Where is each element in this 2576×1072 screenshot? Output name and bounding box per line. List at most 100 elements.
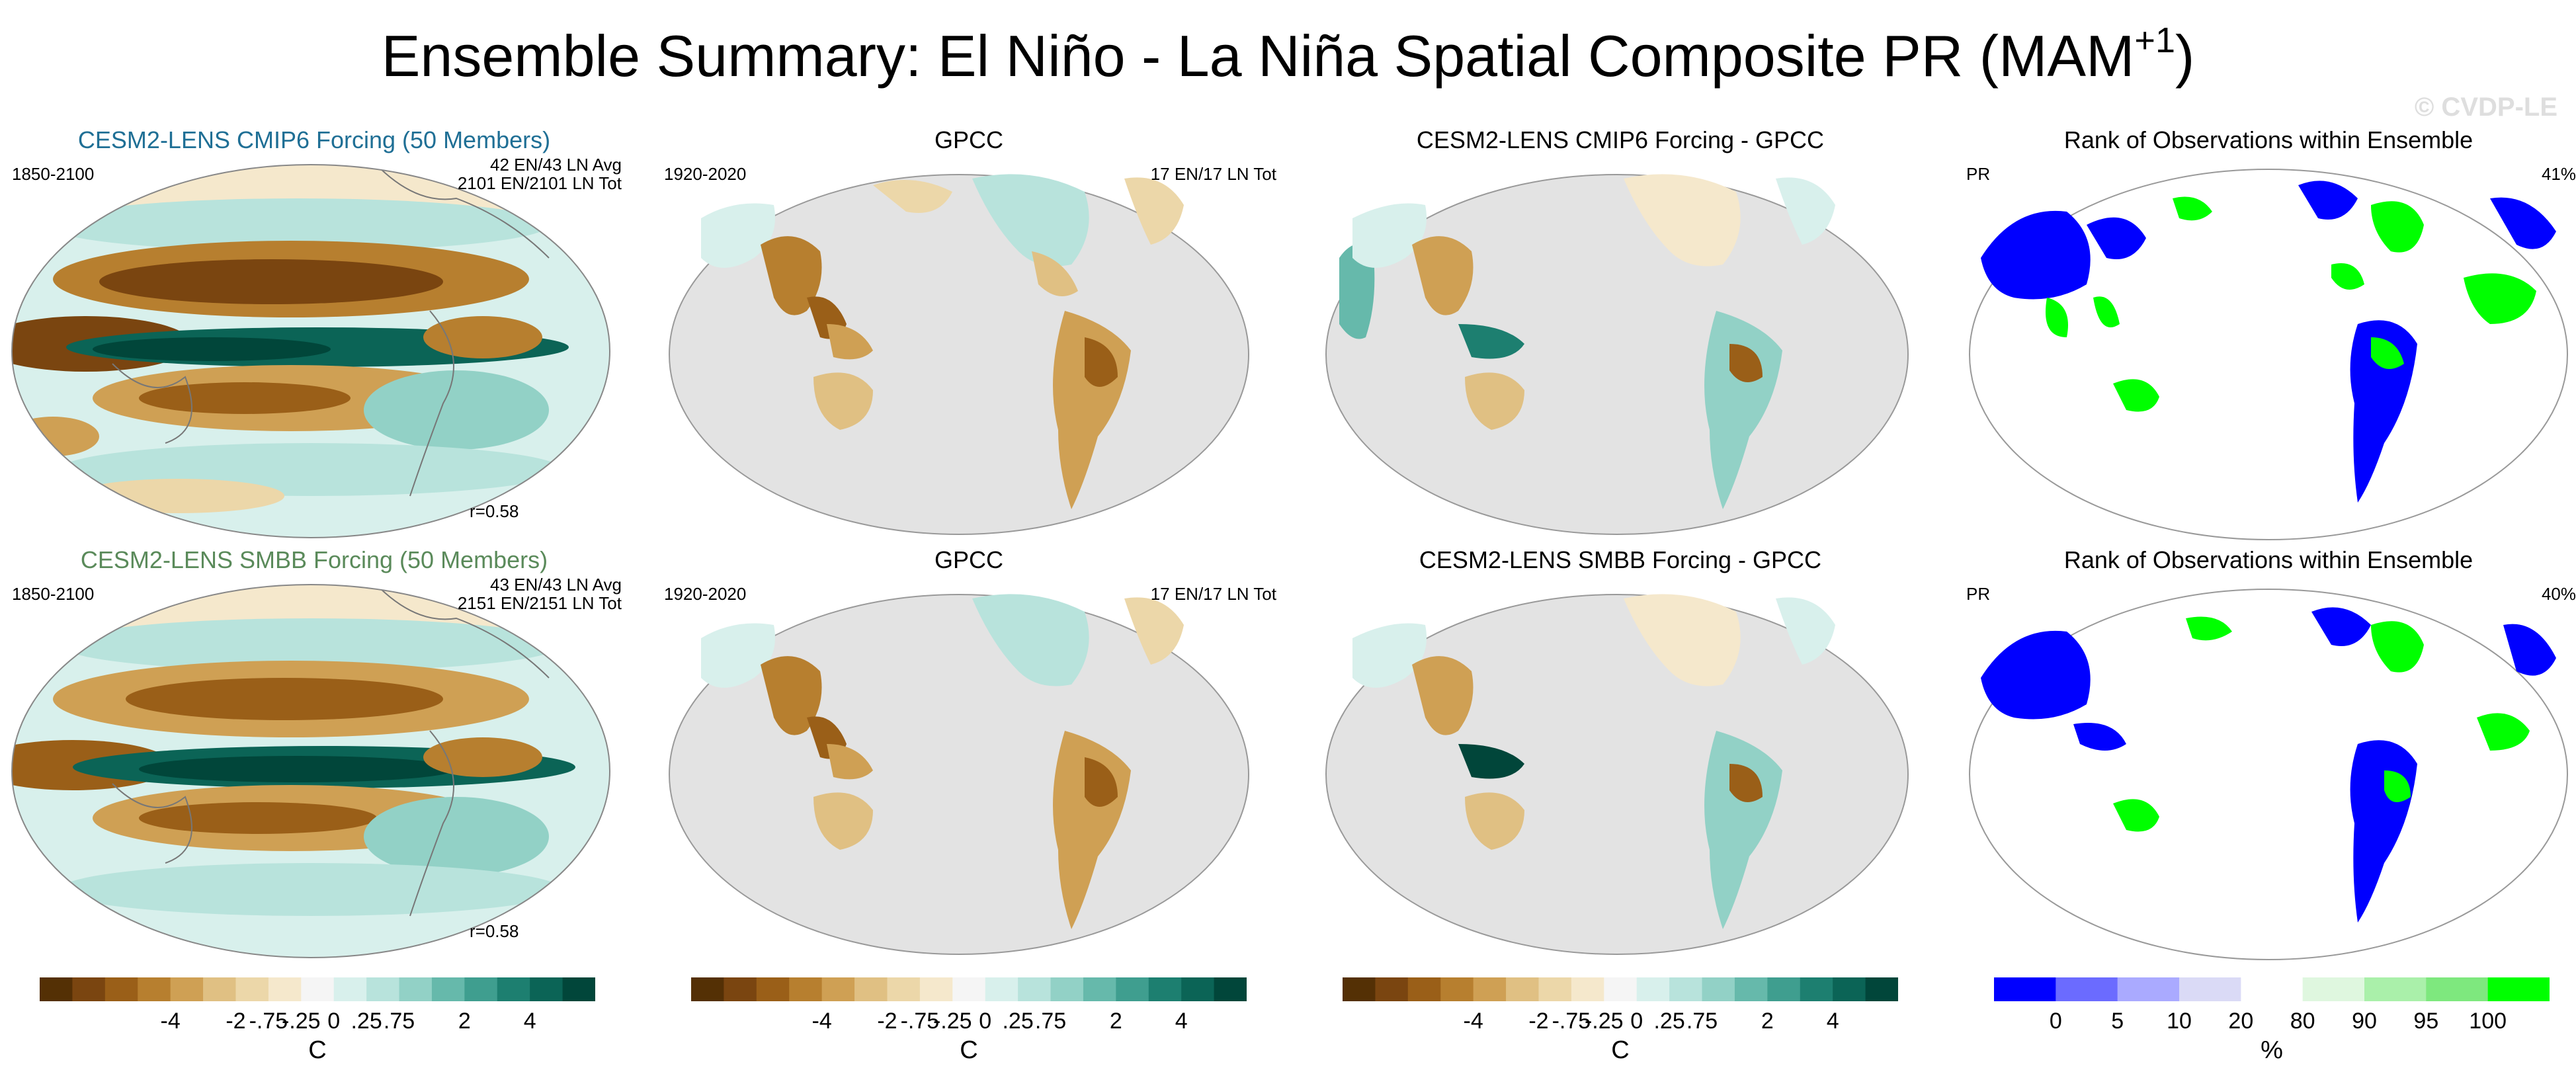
colorbar-swatch: [1994, 977, 2056, 1001]
colorbar-rank: 0 5 10 20 80 90 95 100 %: [1994, 977, 2550, 1070]
count-label-avg: 43 EN/43 LN Avg: [490, 575, 622, 595]
colorbar-swatch: [2241, 977, 2304, 1001]
colorbar-swatch: [1407, 977, 1441, 1001]
colorbar-swatch: [1734, 977, 1768, 1001]
colorbar-swatch: [1604, 977, 1638, 1001]
colorbar-swatch: [464, 977, 498, 1001]
colorbar-ticks: -4 -2 -.75 -.25 0.25.75 2 4: [1343, 1008, 1898, 1034]
colorbar-swatch: [1050, 977, 1084, 1001]
panel-rank-2: Rank of Observations within Ensemble PR …: [1961, 546, 2576, 969]
colorbar-ticks: -4 -2 -.75 -.25 0.25.75 2 4: [691, 1008, 1247, 1034]
colorbar-tick-label: -2: [1528, 1009, 1549, 1034]
colorbar-tick-label: .25: [1653, 1009, 1685, 1034]
variable-label: PR: [1966, 584, 1991, 604]
colorbar-swatch: [691, 977, 725, 1001]
colorbar-tick-label: 100: [2469, 1009, 2507, 1034]
colorbar-unit: %: [2261, 1036, 2283, 1064]
colorbar-tick-label: -4: [1463, 1009, 1483, 1034]
difference-map-cmip6: [1325, 174, 1909, 535]
rank-map-2: [1969, 589, 2568, 960]
colorbar-swatch: [1440, 977, 1474, 1001]
colorbar-tick-label: -.25: [933, 1009, 972, 1034]
panel-title: Rank of Observations within Ensemble: [2063, 546, 2473, 573]
period-label: 1920-2020: [664, 584, 747, 604]
colorbar-tick-label: 4: [523, 1009, 536, 1034]
obs-map-gpcc-2: [669, 594, 1249, 955]
colorbar-tick-label: .75: [1686, 1009, 1718, 1034]
count-label-tot: 17 EN/17 LN Tot: [1150, 164, 1276, 184]
colorbar-swatch: [72, 977, 106, 1001]
colorbar-tick-label: 20: [2228, 1009, 2254, 1034]
watermark: © CVDP-LE: [2414, 93, 2557, 122]
count-label-tot: 17 EN/17 LN Tot: [1150, 584, 1276, 604]
period-label: 1850-2100: [12, 164, 95, 184]
difference-map-smbb: [1325, 594, 1909, 955]
panel-title: CESM2-LENS CMIP6 Forcing - GPCC: [1416, 126, 1825, 153]
colorbar-tick-label: 2: [1761, 1009, 1774, 1034]
colorbar-swatch: [2302, 977, 2365, 1001]
colorbar-tick-label: -.75: [900, 1009, 940, 1034]
colorbar-swatch: [1083, 977, 1116, 1001]
colorbar-swatch: [1636, 977, 1670, 1001]
period-label: 1850-2100: [12, 584, 95, 604]
panel-model-smbb: CESM2-LENS SMBB Forcing (50 Members) 185…: [7, 546, 622, 969]
colorbar-swatch: [1181, 977, 1215, 1001]
variable-label: PR: [1966, 164, 1991, 184]
colorbar-tick-label: -.75: [249, 1009, 288, 1034]
colorbar-unit: C: [308, 1036, 327, 1064]
colorbar-swatch: [203, 977, 237, 1001]
colorbar-swatch: [952, 977, 986, 1001]
colorbar-swatch: [1018, 977, 1052, 1001]
pattern-correlation: r=0.58: [470, 921, 519, 941]
colorbar-tick-label: -.25: [1584, 1009, 1624, 1034]
colorbar-swatch: [1702, 977, 1735, 1001]
colorbar-swatch: [530, 977, 563, 1001]
colorbar-swatch: [1571, 977, 1604, 1001]
colorbar-swatch: [2487, 977, 2550, 1001]
colorbar-ticks: 0 5 10 20 80 90 95 100: [1994, 1008, 2550, 1034]
colorbar-difference: -4 -2 -.75 -.25 0 .25.75 2 4 C: [1343, 977, 1899, 1070]
colorbar-tick-label: .75: [1034, 1009, 1067, 1034]
rank-map-1: [1969, 169, 2568, 540]
colorbar-swatch: [399, 977, 433, 1001]
colorbar-tick-label: 0: [327, 1009, 341, 1034]
panel-title: CESM2-LENS SMBB Forcing (50 Members): [80, 546, 548, 573]
colorbar-tick-label: 4: [1175, 1009, 1188, 1034]
colorbar-swatch: [1473, 977, 1507, 1001]
count-label-tot: 2101 EN/2101 LN Tot: [457, 173, 622, 193]
colorbar-swatch: [1375, 977, 1409, 1001]
colorbar-swatch: [919, 977, 953, 1001]
colorbar-swatch: [104, 977, 138, 1001]
colorbar-swatch: [366, 977, 400, 1001]
colorbar-unit: C: [960, 1036, 978, 1064]
colorbar-swatch: [887, 977, 921, 1001]
colorbar-swatch: [1148, 977, 1182, 1001]
colorbar-tick-label: 0: [1630, 1009, 1643, 1034]
colorbar-tick-label: 2: [1109, 1009, 1122, 1034]
colorbar-swatches: [1994, 977, 2550, 1001]
panel-difference-cmip6: CESM2-LENS CMIP6 Forcing - GPCC: [1313, 126, 1928, 549]
colorbar-swatch: [724, 977, 757, 1001]
obs-map-gpcc: [669, 174, 1249, 535]
panel-rank-1: Rank of Observations within Ensemble PR …: [1961, 126, 2576, 549]
colorbar-swatch: [756, 977, 790, 1001]
colorbar-swatch: [2364, 977, 2427, 1001]
colorbar-swatch: [301, 977, 335, 1001]
count-label-tot: 2151 EN/2151 LN Tot: [457, 593, 622, 613]
page-title: Ensemble Summary: El Niño - La Niña Spat…: [381, 21, 2195, 89]
pattern-correlation: r=0.58: [470, 501, 519, 521]
colorbar-tick-label: -2: [226, 1009, 246, 1034]
panel-obs-gpcc: GPCC 1920-2020 17 EN/17 LN Tot: [661, 126, 1276, 549]
panel-title: CESM2-LENS CMIP6 Forcing (50 Members): [77, 126, 551, 153]
colorbar-swatch: [1767, 977, 1801, 1001]
colorbar-tick-label: 0: [2049, 1009, 2062, 1034]
colorbar-tick-label: -.25: [281, 1009, 321, 1034]
colorbar-swatch: [562, 977, 596, 1001]
colorbar-tick-label: 5: [2111, 1009, 2124, 1034]
colorbar-swatch: [138, 977, 171, 1001]
colorbar-swatch: [1800, 977, 1833, 1001]
panel-obs-gpcc-2: GPCC 1920-2020 17 EN/17 LN Tot: [661, 546, 1276, 969]
colorbar-swatch: [40, 977, 73, 1001]
colorbar-ticks: -4 -2 -.75 -.25 0.25.75 2 4: [40, 1008, 595, 1034]
panel-title: CESM2-LENS SMBB Forcing - GPCC: [1419, 546, 1822, 573]
